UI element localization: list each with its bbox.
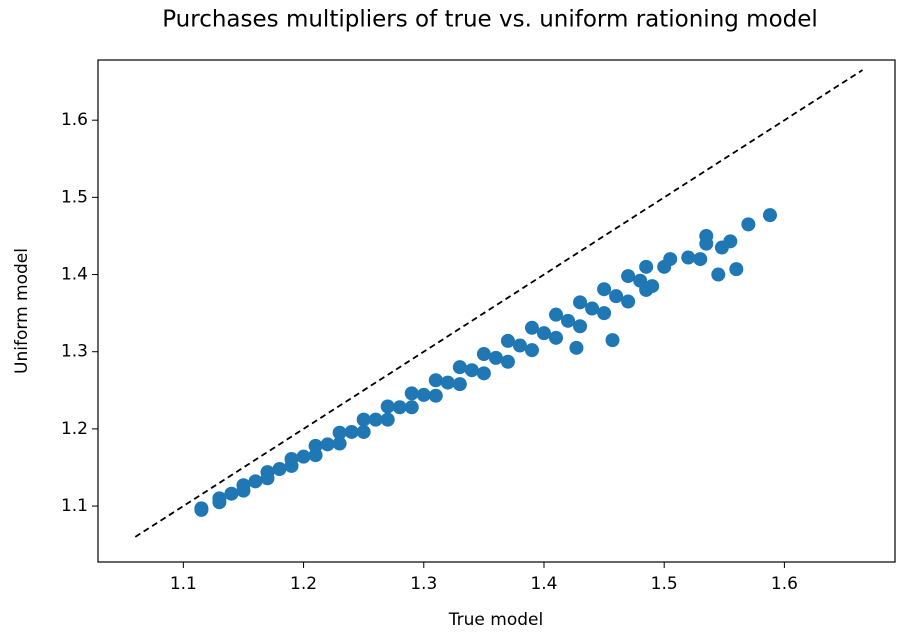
point [380, 399, 395, 414]
point [476, 347, 491, 362]
point [320, 437, 335, 452]
point [657, 259, 672, 274]
point [260, 471, 275, 486]
x-tick-label: 1.6 [771, 574, 798, 594]
chart-title: Purchases multipliers of true vs. unifor… [162, 7, 818, 33]
point [464, 363, 479, 378]
point [605, 333, 620, 348]
point [741, 217, 756, 232]
y-tick-label: 1.6 [61, 110, 88, 130]
point [639, 259, 654, 274]
point [476, 366, 491, 381]
x-axis-label: True model [448, 610, 543, 630]
point [248, 474, 263, 489]
point [609, 289, 624, 304]
point [194, 502, 209, 517]
point [561, 313, 576, 328]
point [549, 307, 564, 322]
point [714, 240, 729, 255]
point [428, 373, 443, 388]
point [452, 377, 467, 392]
point [729, 262, 744, 277]
point [762, 208, 777, 223]
point [404, 400, 419, 415]
point [621, 269, 636, 284]
point [573, 295, 588, 310]
point [392, 400, 407, 415]
point [549, 330, 564, 345]
x-tick-label: 1.5 [651, 574, 678, 594]
point [344, 424, 359, 439]
y-tick-label: 1.5 [61, 187, 88, 207]
point [536, 326, 551, 341]
point [500, 333, 515, 348]
point [356, 424, 371, 439]
y-axis-label: Uniform model [12, 248, 32, 374]
point [500, 354, 515, 369]
point [440, 375, 455, 390]
reference-line [134, 69, 864, 538]
point [524, 343, 539, 358]
point [308, 448, 323, 463]
point [573, 319, 588, 334]
point [711, 267, 726, 282]
point [585, 301, 600, 316]
point [416, 387, 431, 402]
point [428, 388, 443, 403]
point [569, 340, 584, 355]
point [597, 306, 612, 321]
point [296, 449, 311, 464]
point [404, 386, 419, 401]
point [272, 462, 287, 477]
point [380, 412, 395, 427]
point [332, 425, 347, 440]
point [332, 436, 347, 451]
point [699, 236, 714, 251]
point [224, 486, 239, 501]
point [284, 458, 299, 473]
y-tick-label: 1.3 [61, 342, 88, 362]
point [597, 282, 612, 297]
x-tick-label: 1.3 [410, 574, 437, 594]
point [645, 279, 660, 294]
point [524, 320, 539, 335]
point [488, 350, 503, 365]
x-tick-label: 1.2 [290, 574, 317, 594]
point [621, 294, 636, 309]
y-tick-label: 1.2 [61, 419, 88, 439]
y-tick-label: 1.4 [61, 265, 88, 285]
point [681, 250, 696, 265]
point [512, 338, 527, 353]
point [452, 360, 467, 375]
point [356, 412, 371, 427]
x-tick-label: 1.1 [170, 574, 197, 594]
point [633, 273, 648, 288]
plot-frame [97, 59, 896, 563]
point [693, 252, 708, 267]
y-tick-label: 1.1 [61, 496, 88, 516]
point [212, 495, 227, 510]
point [368, 412, 383, 427]
x-tick-label: 1.4 [530, 574, 557, 594]
point [236, 483, 251, 498]
